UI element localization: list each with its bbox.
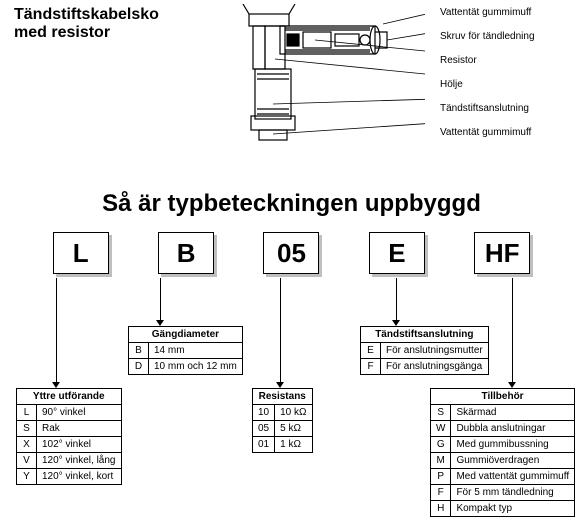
diag-label-3: Resistor [440, 56, 535, 66]
code-box-2: B [158, 232, 214, 274]
connector-2 [160, 278, 161, 322]
diag-label-2: Skruv för tändledning [440, 32, 535, 42]
connector-4 [396, 278, 397, 322]
connector-3 [280, 278, 281, 384]
table-outer-header: Yttre utförande [17, 389, 122, 405]
tables-area: Yttre utförande L90° vinkel SRak X102° v… [0, 278, 583, 508]
diag-label-1: Vattentät gummimuff [440, 8, 535, 18]
table-row: D10 mm och 12 mm [129, 359, 243, 375]
code-box-4: E [369, 232, 425, 274]
table-outer: Yttre utförande L90° vinkel SRak X102° v… [16, 388, 122, 485]
table-thread-header: Gängdiameter [129, 327, 243, 343]
title-line2: med resistor [14, 24, 159, 42]
table-acc-header: Tillbehör [431, 389, 575, 405]
table-row: PMed vattentät gummimuff [431, 469, 575, 485]
table-row: HKompakt typ [431, 501, 575, 517]
table-resistance: Resistans 1010 kΩ 055 kΩ 011 kΩ [252, 388, 313, 453]
table-row: SRak [17, 421, 122, 437]
table-connection: Tändstiftsanslutning EFör anslutningsmut… [360, 326, 489, 375]
table-thread: Gängdiameter B14 mm D10 mm och 12 mm [128, 326, 243, 375]
table-row: Y120° vinkel, kort [17, 469, 122, 485]
header-area: Tändstiftskabelsko med resistor [0, 0, 583, 160]
diagram-labels: Vattentät gummimuff Skruv för tändlednin… [440, 8, 535, 152]
table-row: X102° vinkel [17, 437, 122, 453]
table-row: 011 kΩ [253, 437, 313, 453]
table-res-header: Resistans [253, 389, 313, 405]
table-row: 1010 kΩ [253, 405, 313, 421]
diag-label-6: Vattentät gummimuff [440, 128, 535, 138]
code-box-1: L [53, 232, 109, 274]
table-row: FFör 5 mm tändledning [431, 485, 575, 501]
diag-label-4: Hölje [440, 80, 535, 90]
table-row: WDubbla anslutningar [431, 421, 575, 437]
diag-label-5: Tändstiftsanslutning [440, 104, 535, 114]
title-line1: Tändstiftskabelsko [14, 6, 159, 24]
code-box-5: HF [474, 232, 530, 274]
connector-1 [56, 278, 57, 384]
table-accessories: Tillbehör SSkärmad WDubbla anslutningar … [430, 388, 575, 517]
table-row: 055 kΩ [253, 421, 313, 437]
table-row: FFör anslutningsgänga [361, 359, 489, 375]
code-row: L B 05 E HF [0, 232, 583, 274]
table-row: B14 mm [129, 343, 243, 359]
table-conn-header: Tändstiftsanslutning [361, 327, 489, 343]
connector-diagram [225, 4, 425, 154]
table-row: GMed gummibussning [431, 437, 575, 453]
code-box-3: 05 [263, 232, 319, 274]
page-title: Tändstiftskabelsko med resistor [14, 6, 159, 43]
table-row: L90° vinkel [17, 405, 122, 421]
table-row: SSkärmad [431, 405, 575, 421]
section-title: Så är typbeteckningen uppbyggd [0, 190, 583, 218]
table-row: MGummiöverdragen [431, 453, 575, 469]
table-row: V120° vinkel, lång [17, 453, 122, 469]
table-row: EFör anslutningsmutter [361, 343, 489, 359]
connector-5 [512, 278, 513, 384]
